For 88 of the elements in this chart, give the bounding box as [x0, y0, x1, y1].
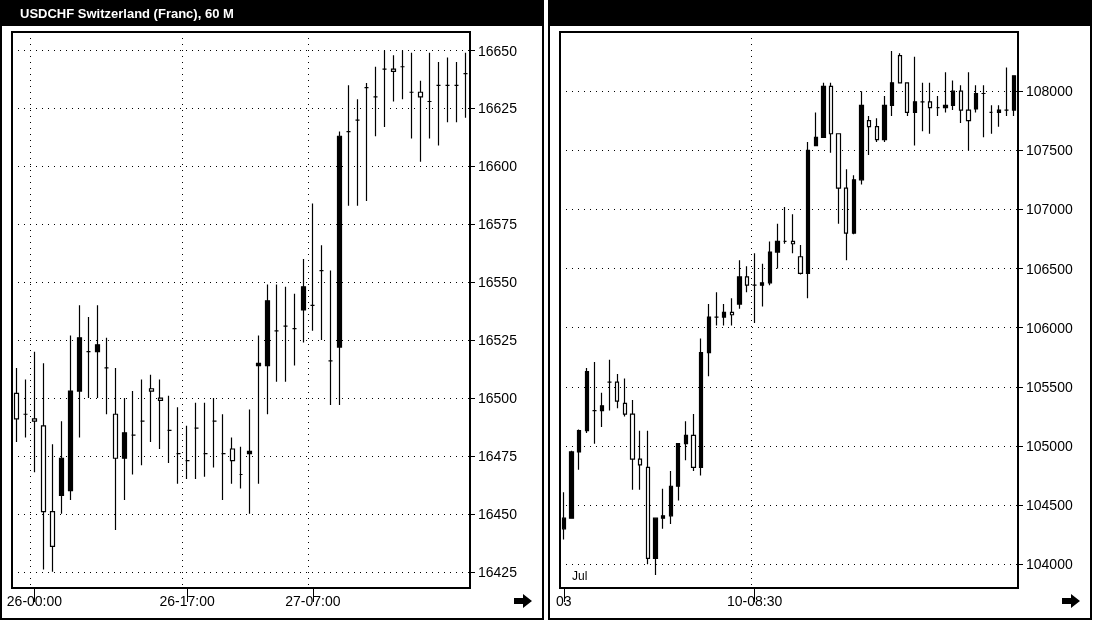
- y-tick-label: 16475: [478, 447, 518, 464]
- candlestick: [935, 95, 941, 117]
- candlestick: [273, 283, 280, 383]
- candlestick: [828, 82, 834, 154]
- x-tick-label: 10-08:30: [727, 593, 783, 609]
- y-tick-label: 16425: [478, 563, 518, 580]
- candlestick: [372, 66, 379, 137]
- candlestick: [363, 82, 370, 202]
- candlestick: [897, 52, 903, 84]
- candlestick: [130, 390, 137, 476]
- candlestick: [729, 297, 735, 326]
- candlestick: [958, 84, 964, 124]
- candlestick: [148, 374, 155, 443]
- candlestick: [291, 293, 298, 367]
- y-tick-label: 16650: [478, 42, 518, 59]
- candlestick: [435, 61, 442, 147]
- candlestick: [211, 397, 218, 469]
- candlestick: [767, 240, 773, 286]
- candlestick: [690, 413, 697, 472]
- x-tick-label: 26-17:00: [159, 593, 215, 609]
- y-tick-label: 106500: [1026, 260, 1073, 277]
- candlestick: [318, 244, 325, 341]
- y-tick-label: 107000: [1026, 201, 1073, 218]
- y-tick-label: 16450: [478, 505, 518, 522]
- x-tick-label: 26-00:00: [6, 593, 63, 609]
- candlestick: [805, 141, 811, 299]
- candlestick: [309, 202, 316, 332]
- y-tick-label: 16525: [478, 332, 518, 349]
- y-tick-label: 107500: [1026, 142, 1073, 159]
- candlestick: [408, 52, 415, 140]
- candlestick: [426, 52, 433, 140]
- candlestick: [988, 104, 994, 135]
- candlestick: [220, 413, 227, 501]
- y-tick-label: 108000: [1026, 83, 1073, 100]
- candlestick: [889, 50, 895, 117]
- candlestick: [813, 111, 819, 147]
- candlestick: [629, 399, 636, 491]
- candlestick: [300, 258, 307, 344]
- candlestick: [660, 488, 666, 530]
- candlestick: [139, 378, 146, 466]
- x-tick-label: 03: [556, 593, 572, 609]
- candlestick: [453, 61, 460, 123]
- x-tick-label: 27-07:00: [285, 593, 341, 609]
- y-tick-label: 105000: [1026, 438, 1073, 455]
- candlestick: [713, 291, 720, 326]
- candlestick: [797, 244, 804, 276]
- candlestick: [327, 270, 334, 406]
- candlestick: [790, 213, 796, 254]
- candlestick: [820, 82, 827, 138]
- y-tick-label: 104500: [1026, 497, 1073, 514]
- candlestick: [184, 425, 191, 480]
- candlestick: [599, 392, 605, 428]
- candlestick: [282, 286, 289, 383]
- candlestick: [202, 402, 209, 478]
- y-tick-label: 16625: [478, 100, 518, 117]
- candlestick: [568, 450, 575, 519]
- candlestick: [576, 428, 582, 471]
- y-tick-label: 105500: [1026, 378, 1073, 395]
- y-tick-label: 104000: [1026, 556, 1073, 573]
- candlestick: [996, 104, 1002, 128]
- candlestick: [927, 82, 933, 135]
- window-title-bar: USDCHF Switzerland (Franc), 60 M: [2, 2, 542, 26]
- candlestick: [706, 303, 712, 377]
- candlestick: [744, 265, 750, 293]
- candlestick: [851, 174, 857, 235]
- y-tick-label: 16500: [478, 390, 518, 407]
- y-tick-label: 16600: [478, 158, 518, 175]
- y-tick-label: 16575: [478, 216, 518, 233]
- candlestick: [354, 98, 361, 207]
- annotation: Jul: [572, 569, 588, 583]
- candlestick: [417, 80, 424, 163]
- candlestick: [390, 54, 397, 103]
- candlestick: [980, 84, 987, 138]
- candlestick: [881, 95, 888, 143]
- candlestick: [255, 334, 262, 485]
- candlestick: [912, 56, 918, 147]
- candlestick: [721, 303, 727, 326]
- candlestick: [904, 82, 910, 117]
- candlestick: [166, 395, 173, 464]
- y-tick-label: 16550: [478, 274, 518, 291]
- candlestick: [444, 56, 451, 123]
- candlestick: [874, 117, 880, 143]
- candlestick: [193, 402, 200, 480]
- candlestick: [345, 84, 352, 207]
- candlestick: [246, 409, 253, 515]
- candlestick: [175, 406, 182, 485]
- y-tick-label: 106000: [1026, 319, 1073, 336]
- candlestick: [238, 446, 244, 489]
